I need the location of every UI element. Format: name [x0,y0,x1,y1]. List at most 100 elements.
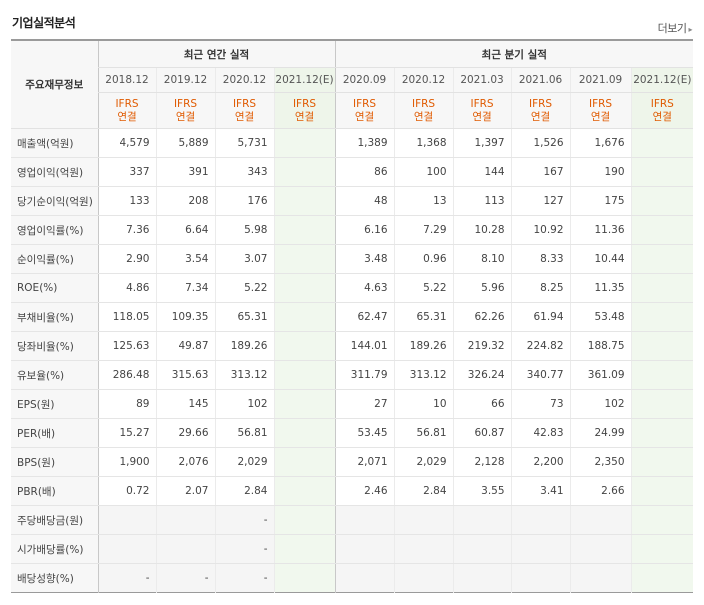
annual-value-cell: 4.86 [97,273,156,303]
quarter-value-cell [334,505,395,535]
ifrs-label: IFRS [232,97,257,110]
annual-value-cell: - [97,563,156,593]
quarter-value-cell [393,563,454,593]
annual-value-cell: 337 [97,157,156,187]
table-row: EPS(원) 89 145 102 27 10 66 73 102 [11,389,694,419]
consolidated-label: 연결 [530,110,551,123]
consolidated-label: 연결 [234,110,255,123]
annual-value-cell: 118.05 [97,302,156,332]
annual-value-cell: 3.07 [214,244,274,274]
ifrs-label: IFRS [411,97,436,110]
chevron-right-icon: ▸ [688,25,692,34]
table-row: 배당성향(%) - - - [11,563,694,593]
quarter-value-cell [510,505,571,535]
consolidated-label: 연결 [472,110,492,123]
quarter-value-cell [393,505,454,535]
table-row: PBR(배) 0.72 2.07 2.84 2.46 2.84 3.55 3.41 2.66 [11,476,694,506]
annual-value-cell: 313.12 [214,360,274,390]
quarter-value-cell: 2,200 [510,447,571,477]
ifrs-label: IFRS [352,97,377,110]
table-row: PER(배) 15.27 29.66 56.81 53.45 56.81 60.87 42.8… [11,418,694,448]
accounting-standard-header: IFRS 연결 [393,92,454,129]
quarter-value-cell: 188.75 [569,331,632,361]
annual-value-cell [97,505,156,535]
table-row: 시가배당률(%) - [11,534,694,564]
quarter-value-cell [452,505,512,535]
quarter-value-cell: 65.31 [393,302,454,332]
annual-value-cell: 315.63 [155,360,215,390]
consolidated-label: 연결 [354,110,375,123]
annual-value-cell: 3.54 [155,244,215,274]
annual-value-cell: 89 [97,389,156,419]
header-row-periods: 2018.12 2019.12 2020.12 2021.12(E) 2020.09 20… [11,67,694,93]
more-link[interactable]: 더보기 ▸ [658,20,693,36]
quarter-value-cell: 1,397 [452,128,512,158]
quarter-value-cell [334,534,395,564]
quarter-value-cell: 62.47 [334,302,395,332]
accounting-standard-header: IFRS 연결 [510,92,571,129]
quarter-value-cell [630,244,694,274]
accounting-standard-header: IFRS 연결 [569,92,632,129]
quarter-value-cell: 1,676 [569,128,632,158]
annual-value-cell [155,534,215,564]
quarter-value-cell [630,302,694,332]
quarter-value-cell: 61.94 [510,302,571,332]
quarter-value-cell: 219.32 [452,331,512,361]
quarterly-group-header: 최근 분기 실적 [334,40,694,68]
quarter-value-cell: 1,526 [510,128,571,158]
annual-value-cell: 6.64 [155,215,215,245]
quarter-value-cell [630,157,694,187]
annual-value-cell [273,505,336,535]
annual-value-cell: 145 [155,389,215,419]
consolidated-label: 연결 [294,110,315,123]
row-label: 부채비율(%) [11,302,98,332]
annual-value-cell [273,186,336,216]
quarter-value-cell: 190 [569,157,632,187]
quarter-value-cell: 10.28 [452,215,512,245]
quarter-value-cell: 86 [334,157,395,187]
quarter-value-cell: 1,389 [334,128,395,158]
annual-value-cell: - [214,563,274,593]
quarter-value-cell: 3.41 [510,476,571,506]
annual-value-cell: 189.26 [214,331,274,361]
quarter-value-cell [630,360,694,390]
quarter-value-cell: 5.96 [452,273,512,303]
quarter-value-cell: 2,029 [393,447,454,477]
annual-value-cell [273,360,336,390]
ifrs-label: IFRS [470,97,494,110]
quarter-value-cell: 10.92 [510,215,571,245]
accounting-standard-header: IFRS 연결 [273,92,336,129]
annual-value-cell: 176 [214,186,274,216]
quarter-period-header: 2021.09 [569,67,632,93]
quarter-value-cell [334,563,395,593]
quarter-value-cell: 2,071 [334,447,395,477]
table-row: BPS(원) 1,900 2,076 2,029 2,071 2,029 2,128 2,20… [11,447,694,477]
annual-value-cell: 5.22 [214,273,274,303]
annual-value-cell: 7.36 [97,215,156,245]
annual-value-cell: 102 [214,389,274,419]
row-label: BPS(원) [11,447,98,477]
annual-period-header: 2019.12 [155,67,215,93]
annual-value-cell [155,505,215,535]
row-label: 영업이익(억원) [11,157,98,187]
annual-value-cell: - [214,505,274,535]
quarter-value-cell [630,331,694,361]
annual-value-cell: 286.48 [97,360,156,390]
quarter-value-cell: 326.24 [452,360,512,390]
quarter-value-cell [510,534,571,564]
quarter-value-cell [630,128,694,158]
quarter-value-cell: 2,350 [569,447,632,477]
row-label: 매출액(억원) [11,128,98,158]
quarter-period-header: 2020.12 [393,67,454,93]
quarter-value-cell [630,273,694,303]
quarter-value-cell: 10.44 [569,244,632,274]
quarter-value-cell [630,215,694,245]
quarter-value-cell: 2,128 [452,447,512,477]
quarter-value-cell [569,505,632,535]
row-label: PER(배) [11,418,98,448]
row-header-label: 주요재무정보 [11,40,98,129]
quarter-period-header: 2021.03 [452,67,512,93]
ifrs-label: IFRS [115,97,139,110]
table-row: 매출액(억원) 4,579 5,889 5,731 1,389 1,368 1,397 1,5… [11,128,694,158]
table-row: 유보율(%) 286.48 315.63 313.12 311.79 313.12 326.… [11,360,694,390]
